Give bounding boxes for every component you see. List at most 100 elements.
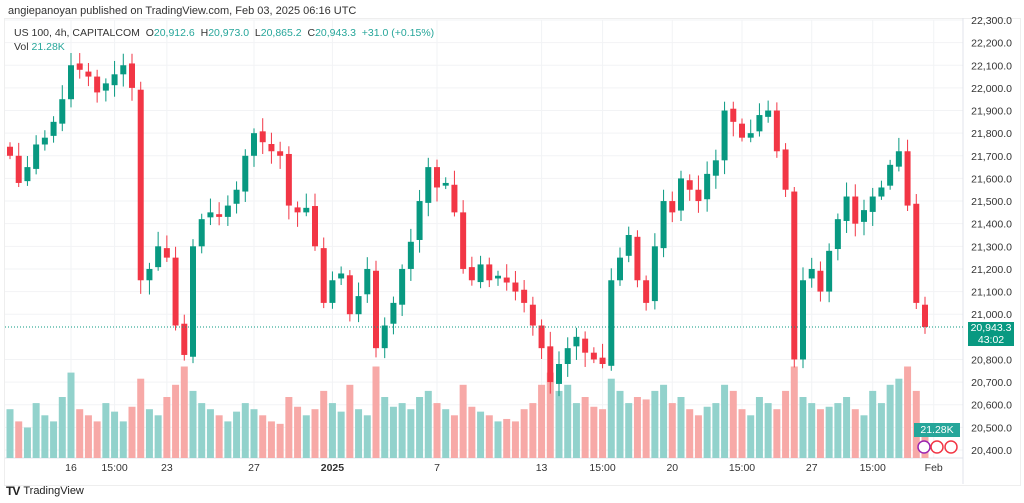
us-flag-event-icon (944, 440, 958, 454)
volume-bar (32, 403, 40, 458)
candle-body (390, 302, 397, 324)
candle-body (913, 203, 920, 303)
candle-body (373, 270, 379, 349)
price-tick-label: 21,800.0 (971, 128, 1012, 140)
candle-body (817, 270, 824, 292)
volume-bar (320, 390, 328, 458)
candle-body (625, 235, 632, 256)
price-tick-label: 21,100.0 (971, 287, 1012, 299)
candle-body (704, 173, 711, 200)
volume-bar (494, 421, 502, 458)
candle-body (582, 338, 589, 353)
volume-bar (843, 397, 851, 458)
candle-body (407, 241, 414, 269)
volume-bar (154, 415, 162, 458)
volume-bar (206, 409, 214, 458)
current-price: 20,943.3 (970, 322, 1012, 334)
candle-body (163, 248, 170, 258)
price-tick-label: 20,400.0 (971, 445, 1012, 457)
tradingview-logo[interactable]: TV TradingView (6, 484, 84, 498)
candle-body (41, 137, 48, 145)
volume-bar (198, 403, 206, 458)
volume-bar (416, 397, 424, 458)
volume-bar (433, 403, 441, 458)
price-tick-label: 21,700.0 (971, 151, 1012, 163)
volume-bar (119, 421, 127, 458)
us-flag-event-icon (930, 440, 944, 454)
candle-body (146, 268, 153, 281)
candle-body (861, 210, 867, 222)
candle-body (643, 280, 650, 303)
price-tick-label: 22,300.0 (971, 15, 1012, 27)
volume-bar (285, 397, 293, 458)
chart-frame (4, 18, 1021, 486)
volume-bar (651, 390, 659, 458)
volume-bar (389, 406, 397, 458)
candle-body (285, 153, 292, 206)
volume-bar (599, 409, 607, 458)
volume-bar (851, 409, 859, 458)
volume-bar (128, 406, 136, 458)
candle-body (556, 364, 562, 384)
candle-body (120, 65, 127, 75)
volume-bar (895, 378, 903, 458)
volume-bar (267, 421, 275, 458)
volume-bar (241, 403, 249, 458)
candle-body (216, 214, 223, 217)
volume-bar (668, 403, 676, 458)
candle-body (294, 207, 301, 213)
candle-body (869, 196, 876, 212)
volume-bar (84, 415, 92, 458)
volume-bar (172, 384, 180, 458)
time-tick-label: 27 (806, 462, 818, 474)
volume-bar (259, 415, 267, 458)
volume-bar (590, 406, 598, 458)
candle-body (887, 164, 894, 186)
volume-bar (363, 415, 371, 458)
price-tick-label: 22,000.0 (971, 83, 1012, 95)
candle-body (538, 325, 545, 349)
volume-bar (633, 397, 641, 458)
volume-bar (660, 384, 668, 458)
candle-body (826, 250, 833, 292)
candle-body (512, 282, 519, 292)
candle-body (547, 346, 554, 383)
low-label: L (254, 27, 261, 39)
volume-bar (145, 409, 153, 458)
volume-bar (137, 378, 145, 458)
candle-body (503, 277, 510, 283)
candle-body (521, 289, 528, 303)
change-value: +31.0 (+0.15%) (361, 27, 435, 39)
volume-bar (738, 409, 746, 458)
volume-bar (607, 378, 615, 458)
open-label: O (145, 27, 154, 39)
volume-bar (712, 403, 720, 458)
volume-bar (520, 409, 528, 458)
volume-bar (703, 406, 711, 458)
volume-bar (41, 415, 49, 458)
high-value: 20,973.0 (208, 27, 250, 39)
candle-body (486, 264, 493, 281)
time-tick-label: 2025 (321, 462, 345, 474)
candle-body (59, 99, 66, 124)
candle-body (303, 207, 310, 213)
publisher-line: angiepanoyan published on TradingView.co… (8, 5, 357, 17)
volume-bar (93, 421, 101, 458)
symbol-label[interactable]: US 100, 4h, CAPITALCOM (14, 27, 140, 39)
volume-bar (355, 409, 363, 458)
candle-body (364, 268, 371, 295)
time-tick-label: 23 (161, 462, 173, 474)
candle-body (529, 304, 536, 326)
volume-bar (642, 399, 650, 458)
volume-bar (782, 390, 790, 458)
volume-bar (877, 403, 885, 458)
price-tick-label: 22,100.0 (971, 60, 1012, 72)
candle-body (242, 155, 249, 192)
volume-value: 21.28K (31, 41, 65, 53)
volume-bar (538, 384, 546, 458)
price-tick-label: 21,900.0 (971, 106, 1012, 118)
candle-body (224, 205, 231, 217)
volume-bar (328, 403, 336, 458)
candle-body (15, 155, 22, 183)
